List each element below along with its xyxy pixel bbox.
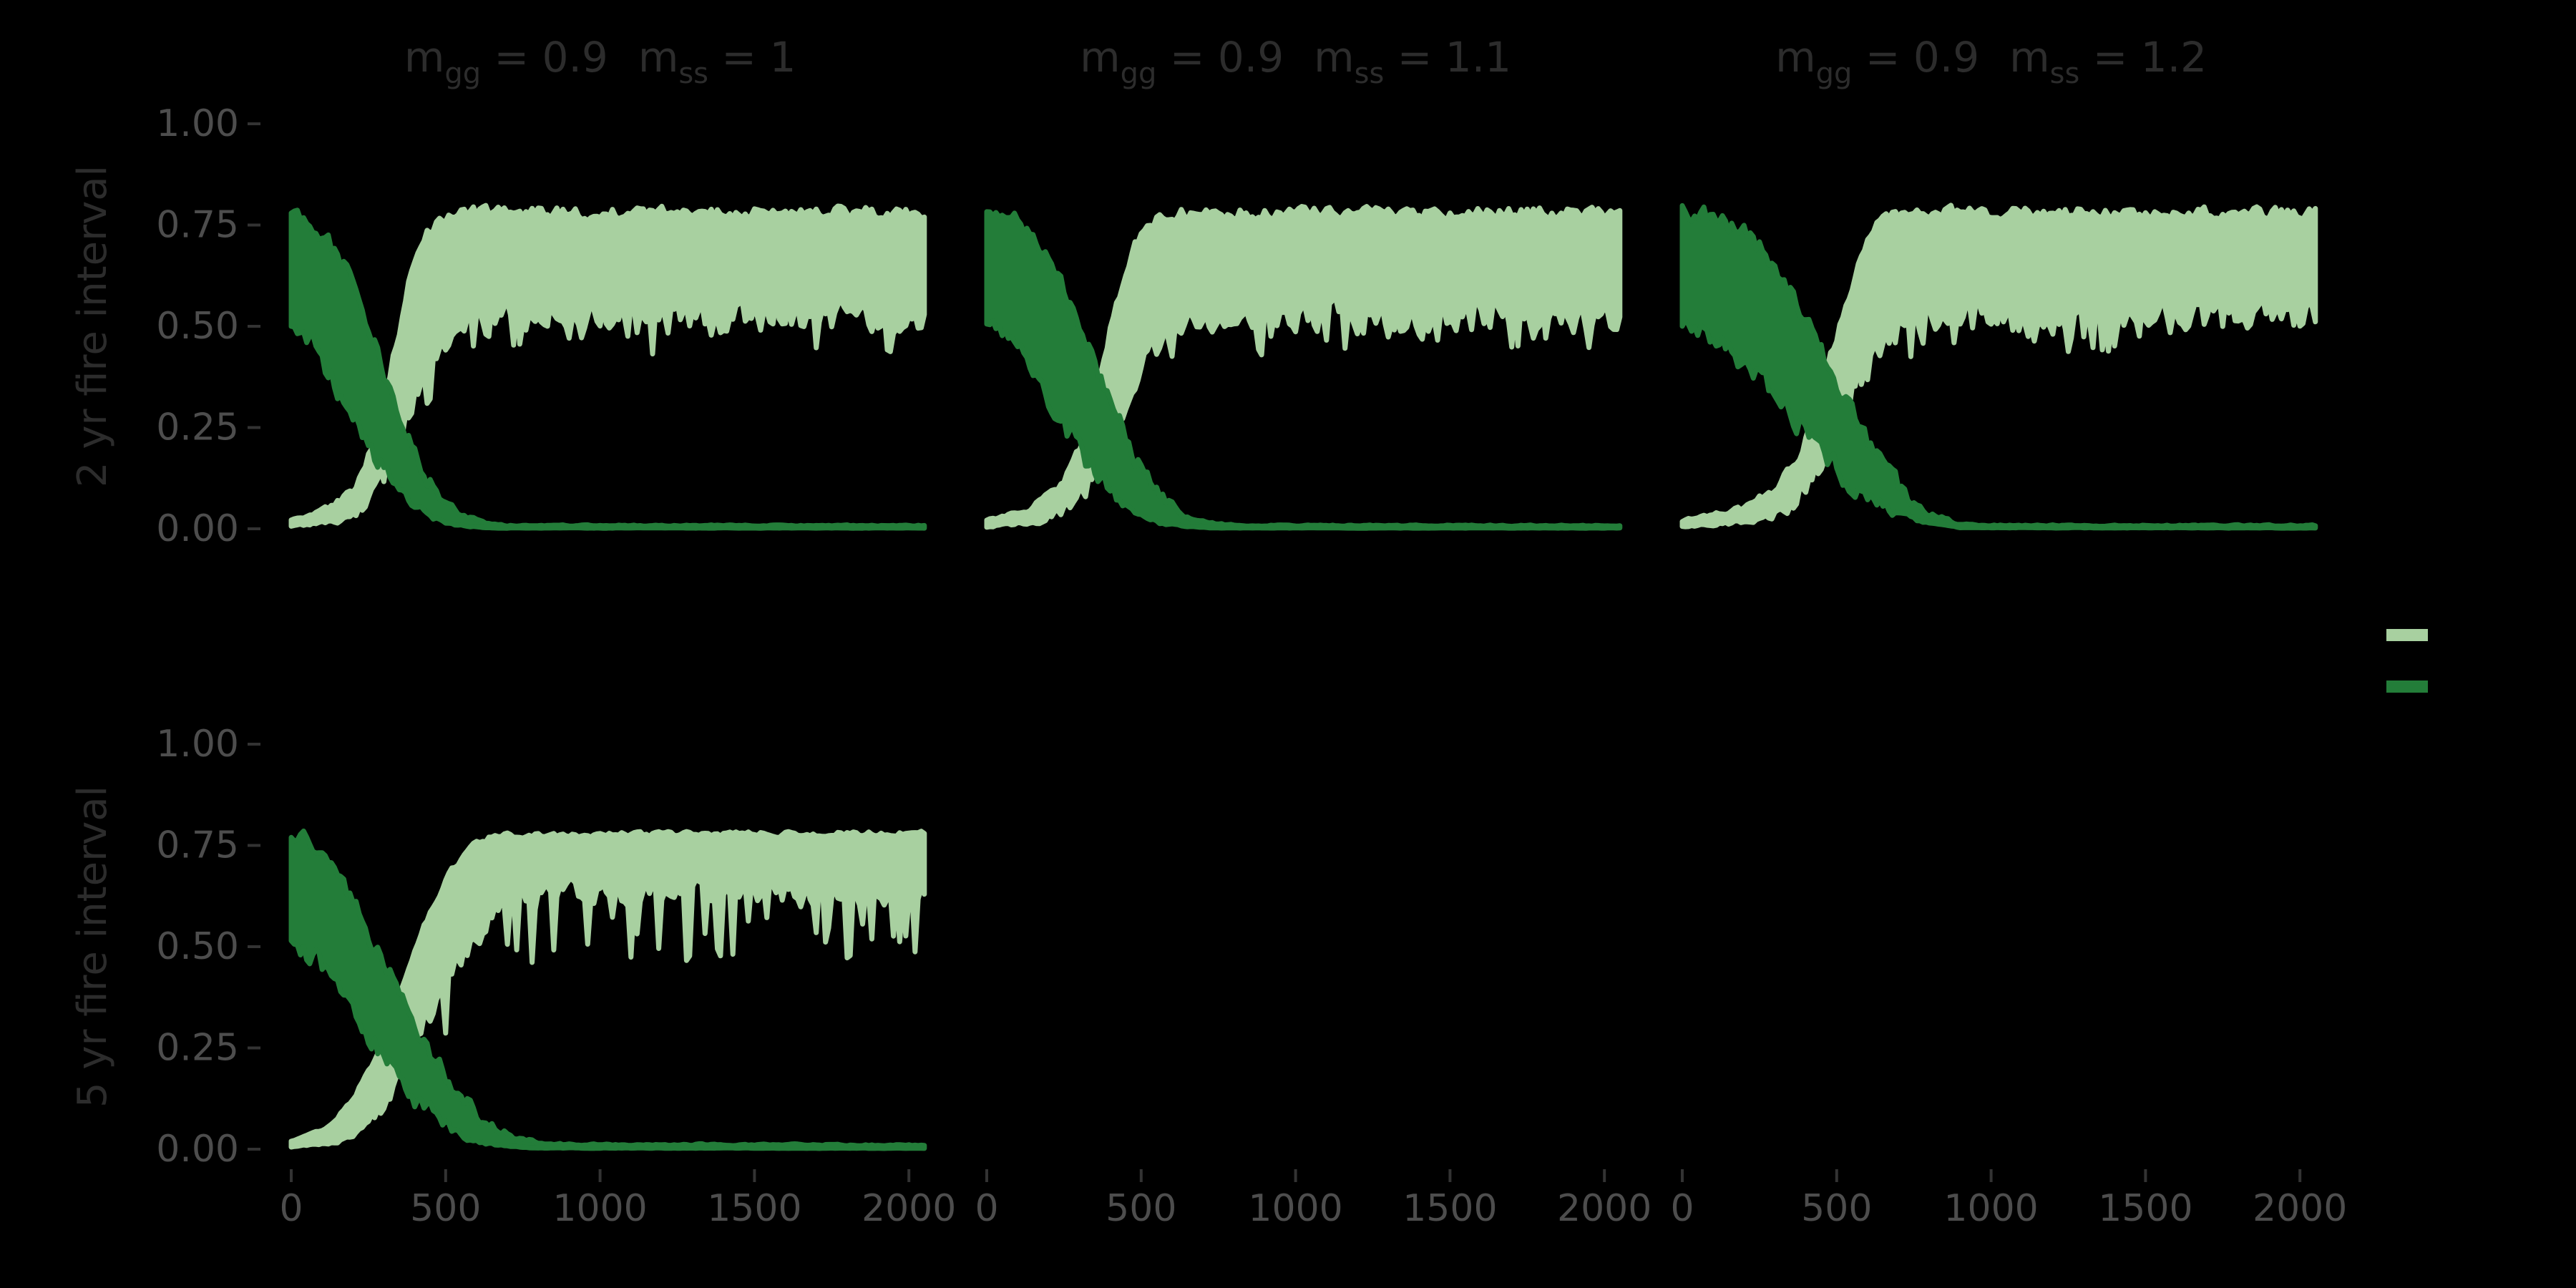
x-tick-label: 1500 (1402, 1187, 1497, 1230)
col-strip-title: mgg = 0.9 mss = 1.2 (1775, 33, 2207, 90)
col-title-text: m (1080, 33, 1121, 82)
legend-key-light-icon (2386, 629, 2428, 641)
col-title-subscript: ss (1355, 57, 1385, 90)
ribbon-dark (288, 208, 927, 531)
col-title-text: m (1314, 33, 1355, 82)
col-title-subscript: gg (1121, 57, 1157, 90)
col-title-subscript: gg (444, 57, 481, 90)
x-tick-label: 1500 (2098, 1187, 2192, 1230)
x-tick-label: 1000 (1943, 1187, 2038, 1230)
x-tick-label: 2000 (862, 1187, 956, 1230)
legend-key-dark-icon (2386, 680, 2428, 693)
col-title-text: m (404, 33, 445, 82)
y-tick-label: 1.00 (156, 723, 239, 766)
ribbon-dark (984, 209, 1623, 531)
col-title-text: = 0.9 (1156, 33, 1284, 82)
ribbon-light (984, 204, 1623, 530)
x-tick-label: 0 (279, 1187, 303, 1230)
x-tick-label: 2000 (2253, 1187, 2347, 1230)
col-title-subscript: gg (1816, 57, 1853, 90)
x-tick-label: 0 (1670, 1187, 1694, 1230)
row-strip-label-5yr: 5 yr fire interval (69, 786, 116, 1108)
ribbon-dark (288, 828, 927, 1151)
x-tick-label: 2000 (1557, 1187, 1652, 1230)
x-tick-label: 500 (1801, 1187, 1872, 1230)
ribbon-dark (1679, 203, 2318, 531)
col-title-text: m (638, 33, 679, 82)
y-tick-label: 0.75 (156, 824, 239, 867)
ribbon-light (288, 829, 927, 1150)
col-title-subscript: ss (678, 57, 708, 90)
y-tick-label: 0.50 (156, 925, 239, 968)
y-tick-label: 0.75 (156, 204, 239, 247)
row-strip-label-2yr: 2 yr fire interval (69, 165, 116, 487)
col-strip-title: mgg = 0.9 mss = 1 (404, 33, 796, 90)
y-tick-label: 0.25 (156, 406, 239, 449)
col-title-text: = 1.2 (2079, 33, 2207, 82)
x-tick-label: 500 (410, 1187, 481, 1230)
ribbon-light (288, 203, 927, 529)
y-tick-label: 0.50 (156, 305, 239, 348)
col-title-text: = 1.1 (1384, 33, 1511, 82)
col-title-text: = 1 (708, 33, 796, 82)
y-tick-label: 1.00 (156, 102, 239, 145)
legend (2386, 629, 2428, 693)
x-tick-label: 0 (975, 1187, 998, 1230)
col-strip-title: mgg = 0.9 mss = 1.1 (1080, 33, 1511, 90)
y-tick-label: 0.25 (156, 1027, 239, 1070)
col-title-text: m (2009, 33, 2050, 82)
x-tick-label: 1000 (552, 1187, 647, 1230)
x-tick-label: 1000 (1248, 1187, 1342, 1230)
col-title-text: = 0.9 (481, 33, 608, 82)
col-title-subscript: ss (2050, 57, 2080, 90)
y-tick-label: 0.00 (156, 1128, 239, 1171)
ribbon-light (1679, 203, 2318, 530)
x-tick-label: 500 (1106, 1187, 1176, 1230)
x-tick-label: 1500 (707, 1187, 801, 1230)
y-tick-label: 0.00 (156, 507, 239, 550)
col-title-text: m (1775, 33, 1816, 82)
col-title-text: = 0.9 (1852, 33, 1979, 82)
